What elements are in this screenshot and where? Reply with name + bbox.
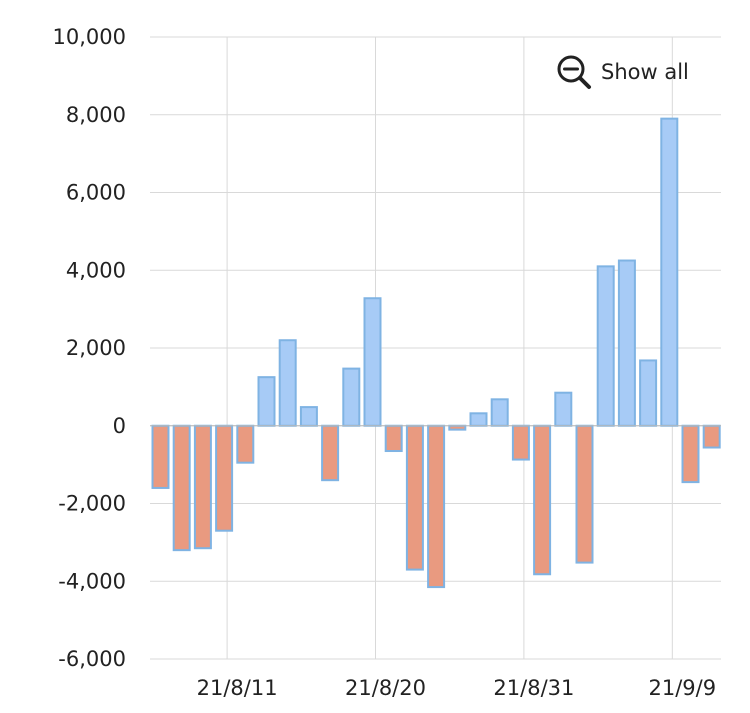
bar-negative <box>215 424 234 532</box>
bar-positive <box>342 367 361 427</box>
bar-negative <box>172 424 191 552</box>
bar-negative <box>384 424 403 453</box>
bar-positive <box>469 412 488 427</box>
bar-negative <box>702 424 721 449</box>
bar-positive <box>490 398 509 427</box>
y-tick-label: -6,000 <box>58 647 126 671</box>
y-tick-label: 6,000 <box>66 181 126 205</box>
bar-positive <box>257 376 276 427</box>
bar-negative <box>236 424 255 464</box>
bar-negative <box>448 424 467 431</box>
y-tick-label: 0 <box>113 414 126 438</box>
bar-negative <box>151 424 170 489</box>
y-tick-label: 8,000 <box>66 103 126 127</box>
show-all-button[interactable]: Show all <box>556 52 689 92</box>
bar-negative <box>511 424 530 461</box>
bar-negative <box>533 424 552 576</box>
bar-negative <box>321 424 340 482</box>
bar-negative <box>681 424 700 484</box>
zoom-out-icon <box>557 55 591 89</box>
bar-positive <box>363 297 382 427</box>
x-axis-tick-labels: 21/8/11 21/8/20 21/8/31 21/9/9 <box>197 676 716 700</box>
x-tick-label: 21/8/20 <box>345 676 426 700</box>
bar-positive <box>617 259 636 427</box>
bar-positive <box>596 265 615 427</box>
bar-positive <box>554 391 573 427</box>
show-all-label: Show all <box>601 60 689 84</box>
x-tick-label: 21/8/31 <box>493 676 574 700</box>
bar-negative <box>427 424 446 589</box>
bar-positive <box>299 406 318 427</box>
bar-negative <box>575 424 594 564</box>
bar-positive <box>278 339 297 427</box>
bar-series <box>151 117 721 589</box>
bar-negative <box>193 424 212 550</box>
bar-negative <box>405 424 424 571</box>
y-axis-tick-labels: 10,000 8,000 6,000 4,000 2,000 0 -2,000 -4,000 -… <box>53 25 126 671</box>
bar-positive <box>639 359 658 427</box>
y-tick-label: 10,000 <box>53 25 126 49</box>
y-tick-label: -2,000 <box>58 492 126 516</box>
y-tick-label: 2,000 <box>66 336 126 360</box>
x-tick-label: 21/8/11 <box>197 676 278 700</box>
y-tick-label: -4,000 <box>58 569 126 593</box>
y-tick-label: 4,000 <box>66 258 126 282</box>
x-tick-label: 21/9/9 <box>649 676 717 700</box>
bar-positive <box>660 117 679 427</box>
